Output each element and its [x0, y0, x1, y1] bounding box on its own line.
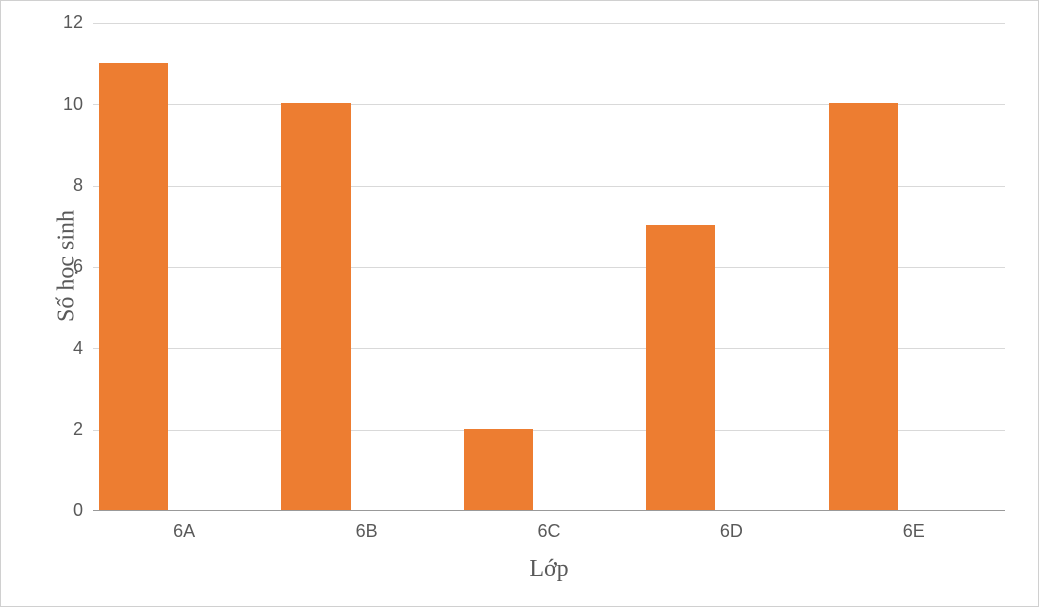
bar [646, 225, 715, 510]
bar [829, 103, 898, 510]
y-tick-label: 2 [43, 419, 83, 440]
y-tick-label: 12 [43, 12, 83, 33]
bar [281, 103, 350, 510]
y-tick-label: 6 [43, 256, 83, 277]
x-tick-label: 6B [275, 521, 457, 542]
x-tick-label: 6A [93, 521, 275, 542]
y-tick-label: 4 [43, 338, 83, 359]
plot-area [93, 23, 1005, 511]
x-tick-label: 6D [640, 521, 822, 542]
bar [99, 63, 168, 510]
bar [464, 429, 533, 510]
y-tick-label: 0 [43, 500, 83, 521]
gridline [93, 23, 1005, 24]
x-axis-title: Lớp [93, 556, 1005, 583]
bar-chart: Số học sinh Lớp 0246810126A6B6C6D6E [0, 0, 1039, 607]
y-tick-label: 8 [43, 175, 83, 196]
x-tick-label: 6E [823, 521, 1005, 542]
y-tick-label: 10 [43, 94, 83, 115]
x-tick-label: 6C [458, 521, 640, 542]
